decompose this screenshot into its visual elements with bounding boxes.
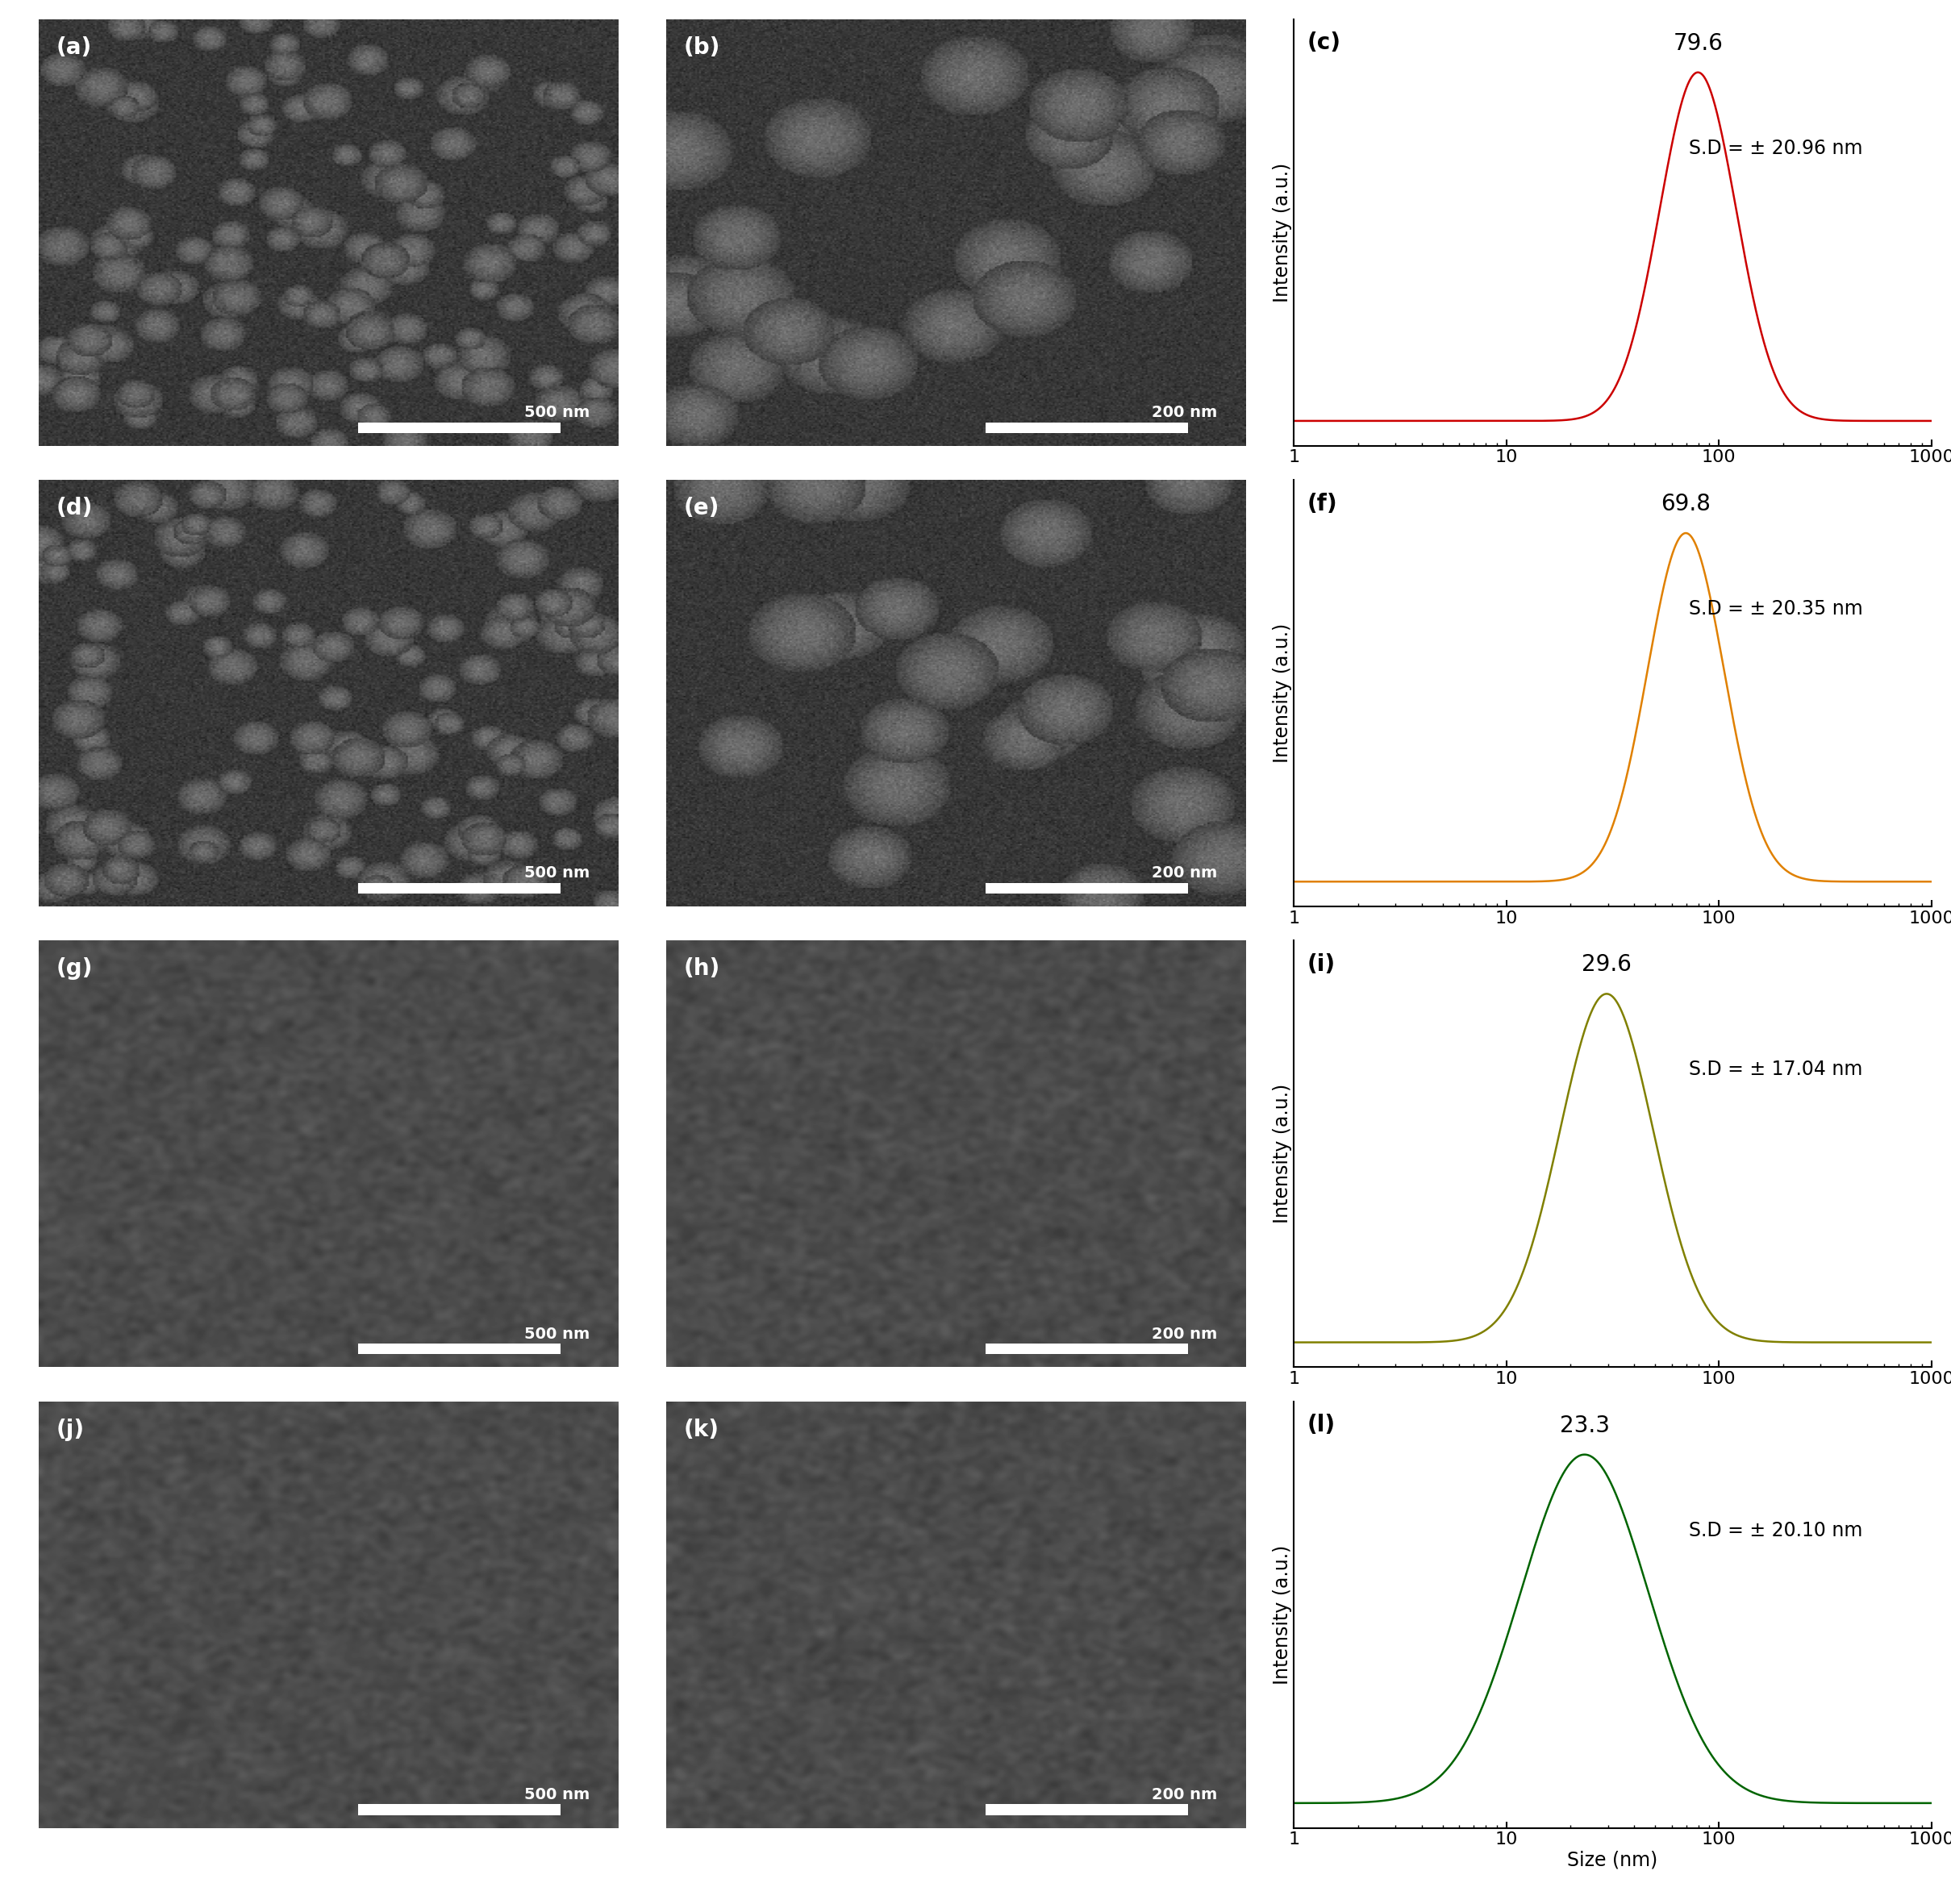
Text: (f): (f)	[1307, 493, 1336, 516]
Text: (b): (b)	[685, 36, 720, 59]
Text: S.D = ± 20.35 nm: S.D = ± 20.35 nm	[1690, 600, 1863, 619]
Text: (c): (c)	[1307, 32, 1340, 55]
Text: (a): (a)	[57, 36, 92, 59]
Text: 500 nm: 500 nm	[525, 866, 589, 882]
Text: 200 nm: 200 nm	[1151, 866, 1217, 882]
Text: (k): (k)	[685, 1418, 720, 1441]
Y-axis label: Intensity (a.u.): Intensity (a.u.)	[1272, 1544, 1292, 1685]
X-axis label: Size (nm): Size (nm)	[1567, 1851, 1658, 1870]
Text: S.D = ± 17.04 nm: S.D = ± 17.04 nm	[1690, 1061, 1863, 1080]
Text: (j): (j)	[57, 1418, 84, 1441]
Text: (e): (e)	[685, 497, 720, 520]
Text: 200 nm: 200 nm	[1151, 1327, 1217, 1342]
Text: 200 nm: 200 nm	[1151, 1788, 1217, 1803]
Text: (i): (i)	[1307, 954, 1334, 977]
Text: 79.6: 79.6	[1672, 32, 1723, 55]
Text: 23.3: 23.3	[1559, 1415, 1610, 1438]
Text: 69.8: 69.8	[1660, 493, 1711, 516]
Text: S.D = ± 20.96 nm: S.D = ± 20.96 nm	[1690, 139, 1863, 158]
Text: (d): (d)	[57, 497, 94, 520]
Text: 500 nm: 500 nm	[525, 406, 589, 421]
Text: (g): (g)	[57, 958, 94, 981]
Y-axis label: Intensity (a.u.): Intensity (a.u.)	[1272, 162, 1292, 303]
Text: 29.6: 29.6	[1582, 954, 1631, 977]
Text: 200 nm: 200 nm	[1151, 406, 1217, 421]
Y-axis label: Intensity (a.u.): Intensity (a.u.)	[1272, 1083, 1292, 1224]
Y-axis label: Intensity (a.u.): Intensity (a.u.)	[1272, 623, 1292, 764]
Text: S.D = ± 20.10 nm: S.D = ± 20.10 nm	[1690, 1521, 1863, 1540]
Text: (h): (h)	[685, 958, 720, 981]
Text: 500 nm: 500 nm	[525, 1327, 589, 1342]
Text: (l): (l)	[1307, 1415, 1334, 1438]
Text: 500 nm: 500 nm	[525, 1788, 589, 1803]
